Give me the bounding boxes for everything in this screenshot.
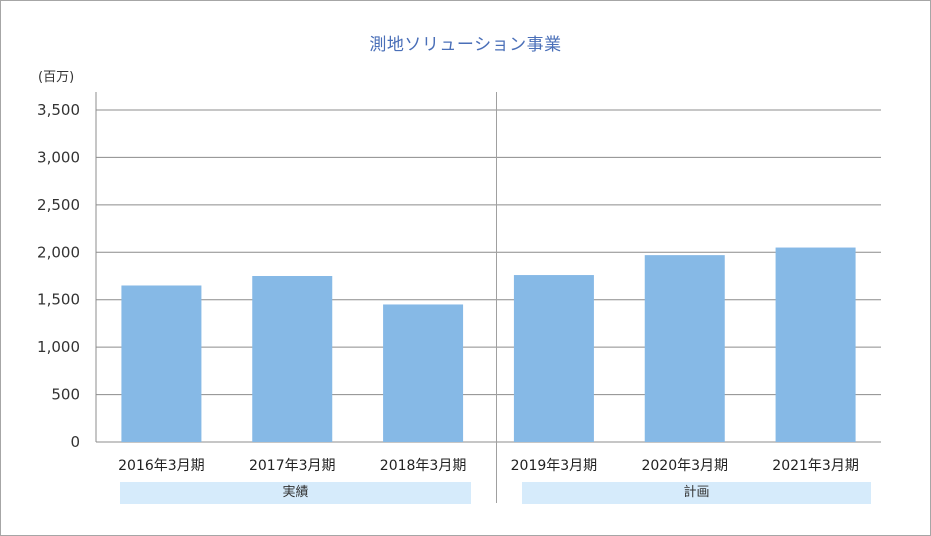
x-tick-label: 2019年3月期 — [511, 458, 598, 474]
bar — [383, 304, 464, 442]
y-tick-label: 1,500 — [37, 291, 80, 309]
bar — [121, 285, 202, 442]
x-tick-label: 2021年3月期 — [772, 458, 859, 474]
bar — [252, 276, 333, 442]
x-tick-label: 2017年3月期 — [249, 458, 336, 474]
y-tick-label: 500 — [51, 386, 80, 404]
group-label-plan: 計画 — [683, 485, 710, 500]
group-band-actual: 実績 — [120, 482, 471, 504]
y-tick-label: 3,000 — [37, 148, 80, 166]
x-tick-label: 2018年3月期 — [380, 458, 467, 474]
y-tick-label: 2,000 — [37, 243, 80, 261]
bar — [644, 255, 725, 442]
y-unit-label: (百万) — [38, 70, 75, 85]
group-label-actual: 実績 — [282, 485, 309, 500]
bar — [513, 275, 594, 442]
group-band-plan: 計画 — [522, 482, 871, 504]
y-tick-label: 0 — [70, 433, 80, 451]
chart-title: 測地ソリューション事業 — [369, 35, 562, 55]
y-tick-label: 3,500 — [37, 101, 80, 119]
y-tick-label: 1,000 — [37, 338, 80, 356]
x-tick-label: 2016年3月期 — [118, 458, 205, 474]
bar — [775, 247, 856, 442]
x-tick-label: 2020年3月期 — [641, 458, 728, 474]
y-tick-label: 2,500 — [37, 196, 80, 214]
